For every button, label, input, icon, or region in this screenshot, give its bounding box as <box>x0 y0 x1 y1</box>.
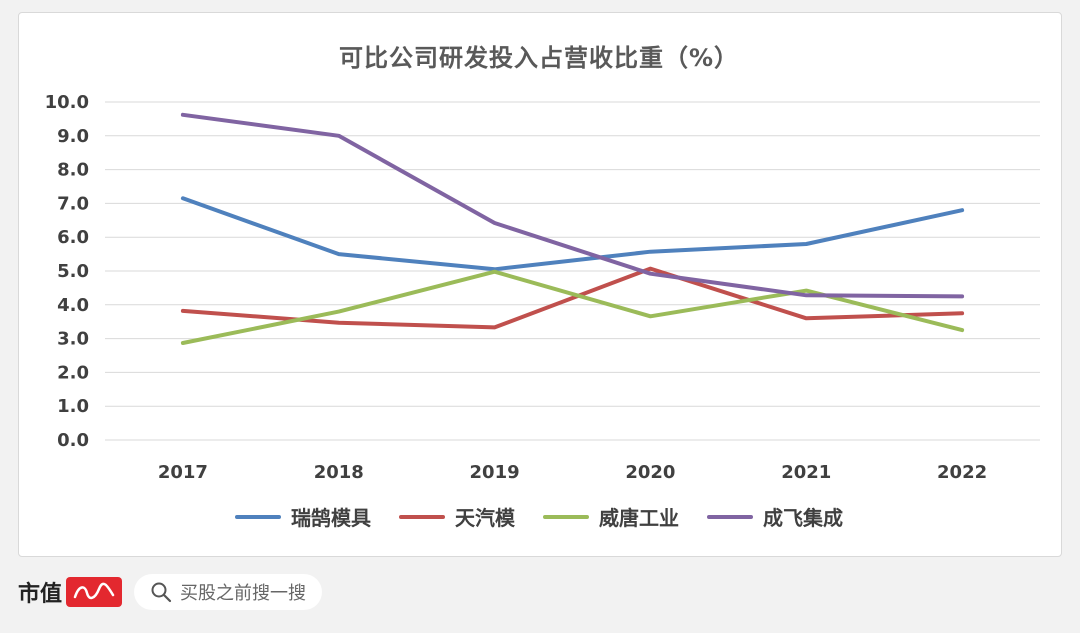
series-line <box>180 196 965 272</box>
x-tick-label: 2017 <box>158 462 208 483</box>
search-placeholder: 买股之前搜一搜 <box>180 583 307 604</box>
legend-swatch <box>235 514 281 519</box>
y-tick-label: 0.0 <box>57 430 89 451</box>
series-line <box>180 112 965 299</box>
brand-name: 市值 <box>18 582 63 607</box>
legend-swatch <box>707 514 753 519</box>
search-icon <box>151 582 172 603</box>
legend-swatch <box>399 514 445 519</box>
legend-item: 瑞鹄模具 <box>235 502 371 531</box>
y-axis-ticks: 0.0 1.0 2.0 3.0 4.0 5.0 6.0 7.0 8.0 9.0 10.0 <box>45 92 89 451</box>
y-tick-label: 5.0 <box>57 261 89 282</box>
grid-lines <box>105 101 1040 441</box>
series-line <box>180 269 965 345</box>
x-tick-label: 2020 <box>625 462 675 483</box>
chart-title: 可比公司研发投入占营收比重（%） <box>338 44 740 72</box>
x-tick-label: 2018 <box>314 462 364 483</box>
brand-logo[interactable]: 市值 <box>18 576 123 608</box>
brand-mark-icon <box>66 577 123 607</box>
x-tick-label: 2022 <box>937 462 987 483</box>
y-tick-label: 9.0 <box>57 126 89 147</box>
legend-label: 成飞集成 <box>763 506 843 530</box>
y-tick-label: 1.0 <box>57 396 89 417</box>
y-tick-label: 3.0 <box>57 329 89 350</box>
series-line <box>180 266 965 330</box>
series-lines <box>180 112 965 345</box>
chart-legend: 瑞鹄模具 天汽模 威唐工业 成飞集成 <box>18 502 1060 531</box>
legend-label: 天汽模 <box>455 506 515 530</box>
x-tick-label: 2021 <box>781 462 831 483</box>
legend-item: 成飞集成 <box>707 502 843 531</box>
y-tick-label: 4.0 <box>57 295 89 316</box>
y-tick-label: 10.0 <box>45 92 89 113</box>
x-tick-label: 2019 <box>470 462 520 483</box>
y-tick-label: 6.0 <box>57 227 89 248</box>
legend-item: 威唐工业 <box>543 502 679 531</box>
y-tick-label: 2.0 <box>57 362 89 383</box>
legend-item: 天汽模 <box>399 502 515 531</box>
legend-label: 瑞鹄模具 <box>291 506 371 530</box>
y-tick-label: 7.0 <box>57 193 89 214</box>
footer-bar: 市值 买股之前搜一搜 <box>18 572 323 612</box>
y-tick-label: 8.0 <box>57 160 89 181</box>
legend-swatch <box>543 514 589 519</box>
x-axis-ticks: 2017 2018 2019 2020 2021 2022 <box>158 462 987 483</box>
search-box[interactable]: 买股之前搜一搜 <box>134 574 323 610</box>
legend-label: 威唐工业 <box>599 506 679 530</box>
